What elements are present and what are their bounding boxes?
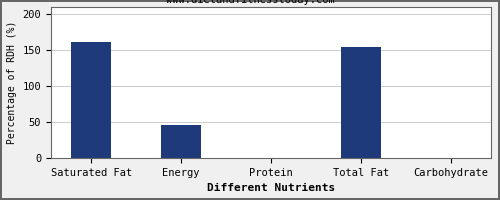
Bar [161, 125, 202, 158]
Y-axis label: Percentage of RDH (%): Percentage of RDH (%) [7, 21, 17, 144]
Title: Pork, bacon, rendered fat, cooked per 100g
www.dietandfitnesstoday.com: Pork, bacon, rendered fat, cooked per 10… [0, 199, 1, 200]
X-axis label: Different Nutrients: Different Nutrients [207, 183, 335, 193]
Bar [71, 42, 112, 158]
Bar [340, 47, 381, 158]
Text: www.dietandfitnesstoday.com: www.dietandfitnesstoday.com [166, 0, 334, 5]
